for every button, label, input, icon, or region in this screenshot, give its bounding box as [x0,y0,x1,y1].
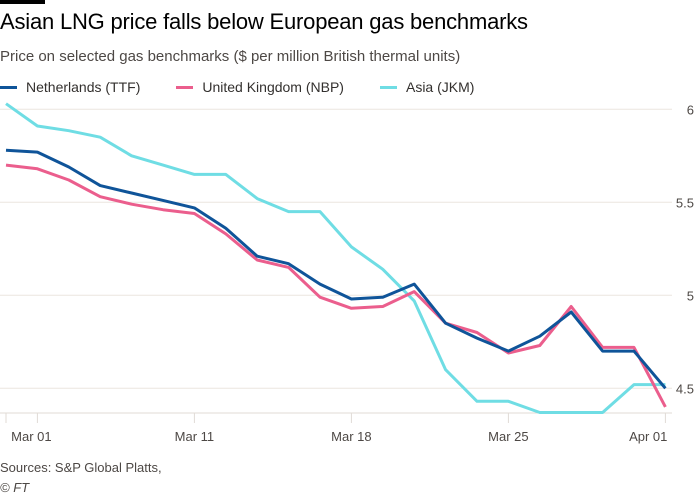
y-axis-labels: 4.5 5 5.5 6 [676,102,694,396]
legend-swatch-ttf [0,85,17,89]
series-lines [5,102,667,414]
legend-item-nbp: United Kingdom (NBP) [176,79,344,95]
source-note: Sources: S&P Global Platts, © FT [0,458,162,498]
x-axis: Mar 01 Mar 11 Mar 18 Mar 25 Apr 01 [0,412,672,444]
series-line-united-kingdom-nbp [5,163,667,408]
legend-label-jkm: Asia (JKM) [405,79,475,95]
gridlines [0,108,672,389]
legend-item-ttf: Netherlands (TTF) [0,79,140,95]
copyright-text: © FT [0,480,30,495]
legend-label-nbp: United Kingdom (NBP) [202,79,344,95]
x-tick-label: Mar 18 [331,429,371,444]
y-tick-label: 4.5 [676,381,694,396]
ft-brand-bar [0,0,45,4]
legend-label-ttf: Netherlands (TTF) [26,79,141,95]
x-tick-label: Mar 11 [175,429,215,444]
chart-subtitle: Price on selected gas benchmarks ($ per … [0,48,461,65]
chart-title: Asian LNG price falls below European gas… [0,9,528,34]
y-tick-label: 6 [687,102,694,117]
x-tick-label: Mar 01 [11,429,51,444]
series-line-netherlands-ttf [5,148,667,390]
y-tick-label: 5.5 [676,195,694,210]
legend-swatch-nbp [176,85,194,89]
series-line-asia-jkm [5,102,666,414]
y-tick-label: 5 [687,288,694,303]
legend-item-jkm: Asia (JKM) [379,79,475,95]
source-text: Sources: S&P Global Platts, [0,460,162,475]
legend-swatch-jkm [379,85,397,89]
x-tick-label: Apr 01 [629,429,667,444]
x-tick-label: Mar 25 [488,429,528,444]
legend: Netherlands (TTF) United Kingdom (NBP) A… [0,79,510,95]
